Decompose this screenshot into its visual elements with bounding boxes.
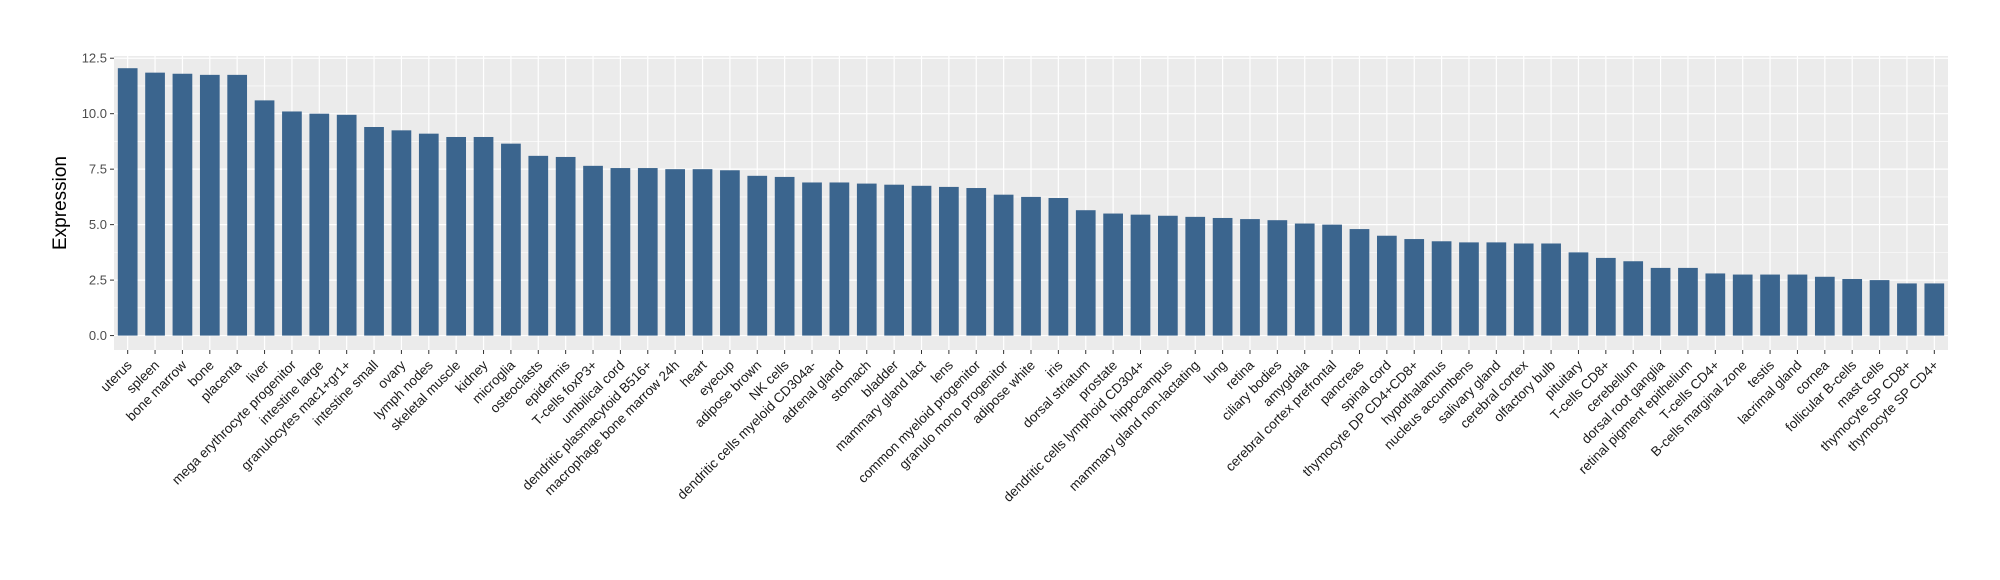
y-tick-label: 12.5 xyxy=(82,51,107,66)
bar xyxy=(1459,242,1479,336)
y-tick-label: 5.0 xyxy=(89,217,107,232)
y-axis: 0.0 2.5 5.0 7.5 10.0 12.5 xyxy=(82,51,114,343)
bar xyxy=(720,170,740,336)
bar xyxy=(856,183,877,336)
bar xyxy=(1814,276,1835,336)
bar xyxy=(1431,241,1452,336)
bar xyxy=(172,73,193,336)
bar xyxy=(1267,220,1288,336)
bar xyxy=(1103,213,1123,336)
bar xyxy=(1842,278,1863,336)
bar xyxy=(939,186,959,336)
bar xyxy=(309,113,330,336)
y-tick-label: 2.5 xyxy=(89,273,107,288)
bar xyxy=(1650,267,1671,336)
bar xyxy=(501,143,521,336)
bar xyxy=(1240,219,1260,336)
bar xyxy=(1294,223,1315,336)
bar xyxy=(199,74,220,336)
bar xyxy=(1021,196,1041,336)
bar xyxy=(1897,283,1917,336)
bar xyxy=(364,127,384,336)
bar xyxy=(1349,229,1370,336)
bar xyxy=(1568,252,1589,336)
bar xyxy=(1678,267,1698,336)
bar xyxy=(911,185,932,336)
bar xyxy=(1787,274,1808,336)
y-tick-label: 10.0 xyxy=(82,106,107,121)
bar xyxy=(966,188,987,336)
bars-group xyxy=(117,68,1945,336)
y-tick-label: 0.0 xyxy=(89,328,107,343)
bar xyxy=(1924,283,1945,336)
bar xyxy=(1513,243,1534,336)
bar xyxy=(1376,235,1397,336)
bar xyxy=(1623,261,1644,336)
bar xyxy=(1486,242,1507,336)
bar xyxy=(1869,280,1890,336)
bar xyxy=(336,114,357,336)
bar xyxy=(1404,239,1425,336)
bar xyxy=(117,68,138,336)
bar xyxy=(1075,210,1096,336)
bar xyxy=(1595,257,1616,336)
bar xyxy=(227,74,248,336)
bar xyxy=(774,176,795,336)
bar xyxy=(1130,214,1151,336)
bar xyxy=(610,168,631,336)
bar xyxy=(282,111,302,336)
bar xyxy=(446,136,467,336)
bar xyxy=(254,100,275,336)
bar xyxy=(1541,243,1561,336)
bar xyxy=(391,130,412,336)
bar xyxy=(692,169,713,336)
bar xyxy=(418,133,439,336)
bar xyxy=(555,156,576,336)
bar xyxy=(1322,224,1342,336)
y-tick-label: 7.5 xyxy=(89,162,107,177)
bar xyxy=(637,168,658,336)
bar xyxy=(1048,198,1069,336)
bar xyxy=(665,169,686,336)
bar xyxy=(1212,217,1233,336)
bar xyxy=(993,194,1014,336)
bar xyxy=(473,136,494,336)
bar xyxy=(802,182,822,336)
bar xyxy=(1732,274,1753,336)
bar xyxy=(884,184,904,336)
bar xyxy=(528,155,549,336)
bar xyxy=(145,72,165,336)
bar xyxy=(829,182,850,336)
bar xyxy=(747,175,768,336)
bar xyxy=(583,165,603,336)
bar xyxy=(1185,216,1206,336)
y-axis-title: Expression xyxy=(50,156,71,250)
bar xyxy=(1760,274,1780,336)
bar xyxy=(1158,215,1178,336)
bar xyxy=(1705,273,1726,336)
